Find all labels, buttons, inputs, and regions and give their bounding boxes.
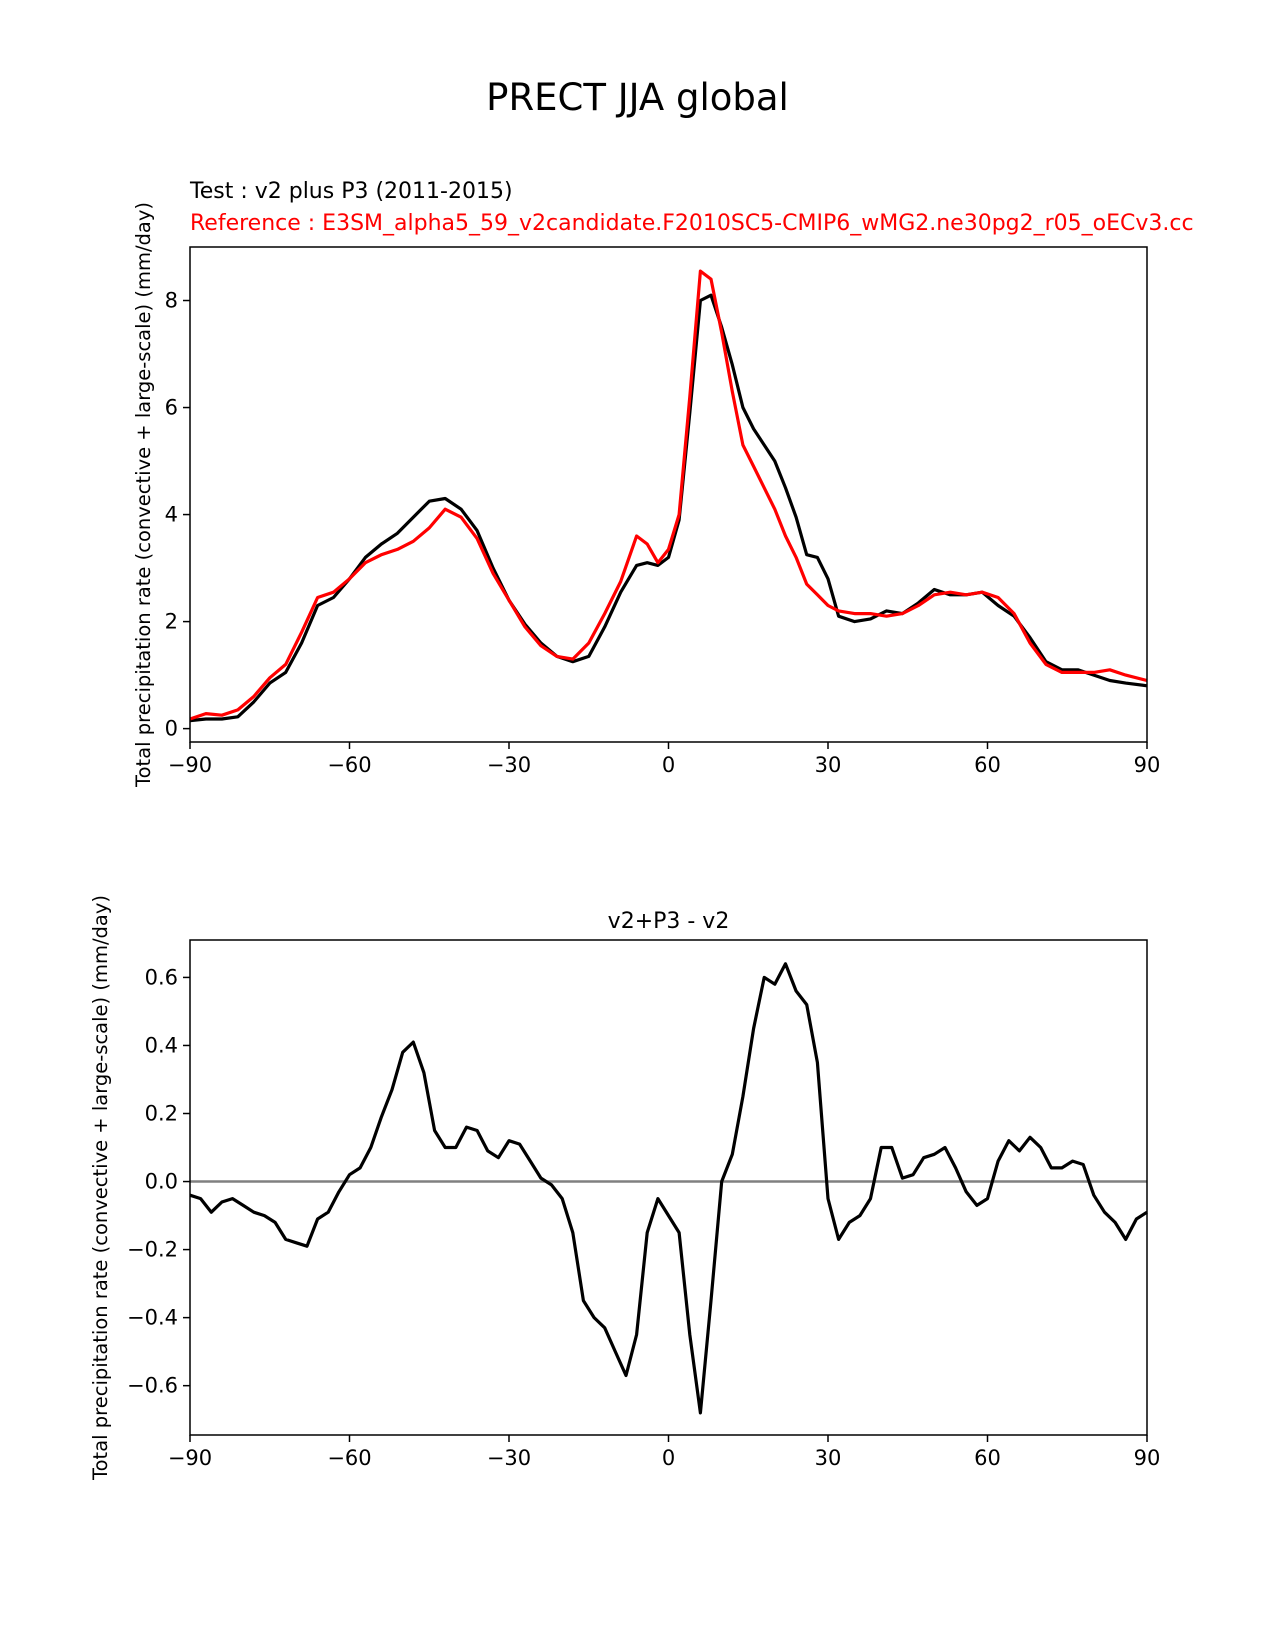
bottom-ytick-label: −0.6	[127, 1374, 178, 1398]
bottom-xtick-label: −60	[327, 1446, 371, 1470]
bottom-chart-title: v2+P3 - v2	[608, 909, 730, 934]
top-xtick-label: −90	[168, 753, 212, 777]
top-xtick-label: −60	[327, 753, 371, 777]
top-panel: −90 −60 −30 0 30 60 90 0 2 4 6 8 Total precipitation…	[132, 202, 1160, 788]
bottom-xtick-label: −90	[168, 1446, 212, 1470]
top-ytick-label: 6	[165, 396, 178, 420]
bottom-xtick-label: −30	[487, 1446, 531, 1470]
bottom-ytick-label: −0.2	[127, 1238, 178, 1262]
bottom-xtick-label: 0	[662, 1446, 675, 1470]
bottom-xtick-label: 30	[815, 1446, 842, 1470]
top-ytick-label: 2	[165, 610, 178, 634]
bottom-ytick-label: 0.2	[145, 1102, 178, 1126]
bottom-panel: v2+P3 - v2 −90 −60 −30 0 30 60 90 −0.6 −0.4 −0.2 0.…	[89, 895, 1160, 1481]
top-xtick-label: 30	[815, 753, 842, 777]
bottom-xtick-label: 60	[974, 1446, 1001, 1470]
bottom-ytick-label: 0.4	[145, 1033, 178, 1057]
top-xtick-label: −30	[487, 753, 531, 777]
bottom-ytick-label: 0.0	[145, 1170, 178, 1194]
top-ytick-label: 8	[165, 289, 178, 313]
reference-label: Reference : E3SM_alpha5_59_v2candidate.F…	[190, 211, 1194, 236]
top-xtick-label: 90	[1134, 753, 1161, 777]
test-label: Test : v2 plus P3 (2011-2015)	[189, 179, 513, 204]
figure-title: PRECT JJA global	[486, 76, 789, 119]
bottom-ylabel: Total precipitation rate (convective + l…	[89, 895, 112, 1481]
bottom-series-v2-p3-v2	[189, 962, 1148, 1415]
top-xtick-label: 0	[662, 753, 675, 777]
bottom-xtick-label: 90	[1134, 1446, 1161, 1470]
top-ytick-label: 0	[165, 717, 178, 741]
bottom-ytick-label: 0.6	[145, 965, 178, 989]
top-ylabel: Total precipitation rate (convective + l…	[132, 202, 155, 788]
top-ytick-label: 4	[165, 503, 178, 527]
top-series-reference	[189, 269, 1148, 721]
top-xtick-label: 60	[974, 753, 1001, 777]
bottom-ytick-label: −0.4	[127, 1306, 178, 1330]
